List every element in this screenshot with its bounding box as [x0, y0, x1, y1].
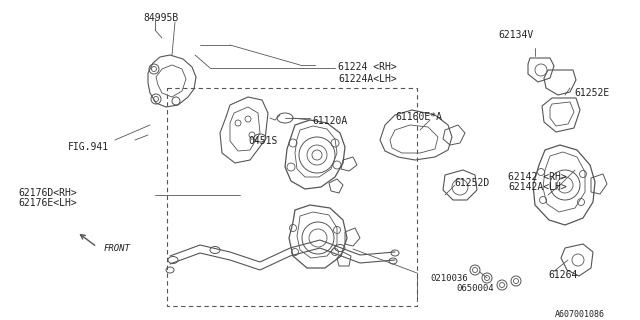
Text: 61224 <RH>: 61224 <RH>	[338, 62, 397, 72]
Text: FIG.941: FIG.941	[68, 142, 109, 152]
Text: 61224A<LH>: 61224A<LH>	[338, 74, 397, 84]
Text: 0451S: 0451S	[248, 136, 277, 146]
Text: 62134V: 62134V	[498, 30, 533, 40]
Text: 62176E<LH>: 62176E<LH>	[18, 198, 77, 208]
Text: 62142 <RH>: 62142 <RH>	[508, 172, 567, 182]
Text: A607001086: A607001086	[555, 310, 605, 319]
Text: 0210036: 0210036	[430, 274, 468, 283]
Text: 61160E*A: 61160E*A	[395, 112, 442, 122]
Bar	[167, 88, 417, 306]
Text: 84995B: 84995B	[143, 13, 179, 23]
Text: 61264: 61264	[548, 270, 577, 280]
Text: 61252D: 61252D	[454, 178, 489, 188]
Text: 61120A: 61120A	[312, 116, 348, 126]
Text: 0650004: 0650004	[456, 284, 493, 293]
Text: 62142A<LH>: 62142A<LH>	[508, 182, 567, 192]
Text: 62176D<RH>: 62176D<RH>	[18, 188, 77, 198]
Text: 61252E: 61252E	[574, 88, 609, 98]
Text: FRONT: FRONT	[104, 244, 131, 253]
